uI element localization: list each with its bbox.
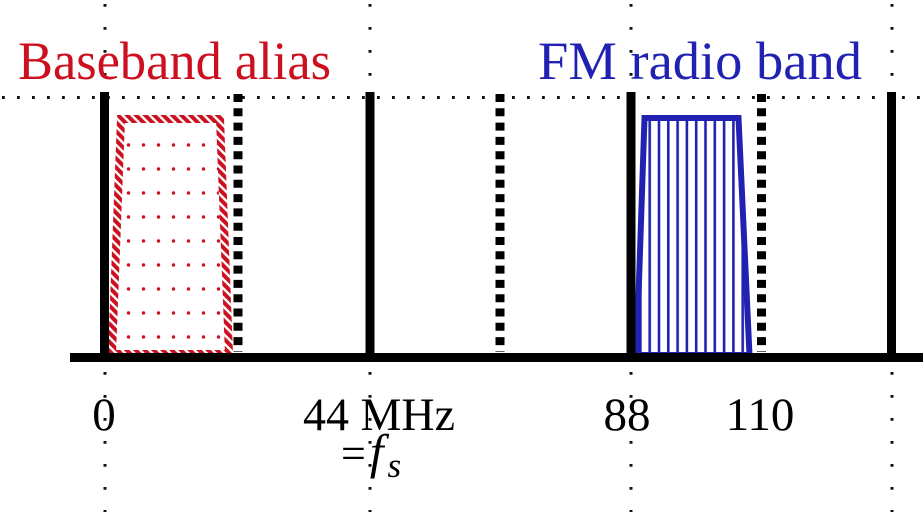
fs-equals-sign: = (341, 429, 366, 478)
baseband-alias-shape (107, 115, 234, 358)
fm-radio-band-shape (633, 115, 753, 358)
fm-radio-band-label: FM radio band (538, 31, 862, 91)
tick-label-88: 88 (604, 389, 651, 441)
baseband-alias-label: Baseband alias (18, 31, 331, 91)
tick-label-0: 0 (92, 389, 116, 441)
tick-label-44mhz: 44 MHz (303, 389, 455, 441)
tick-label-110: 110 (726, 389, 795, 441)
fs-subscript: s (387, 446, 401, 485)
